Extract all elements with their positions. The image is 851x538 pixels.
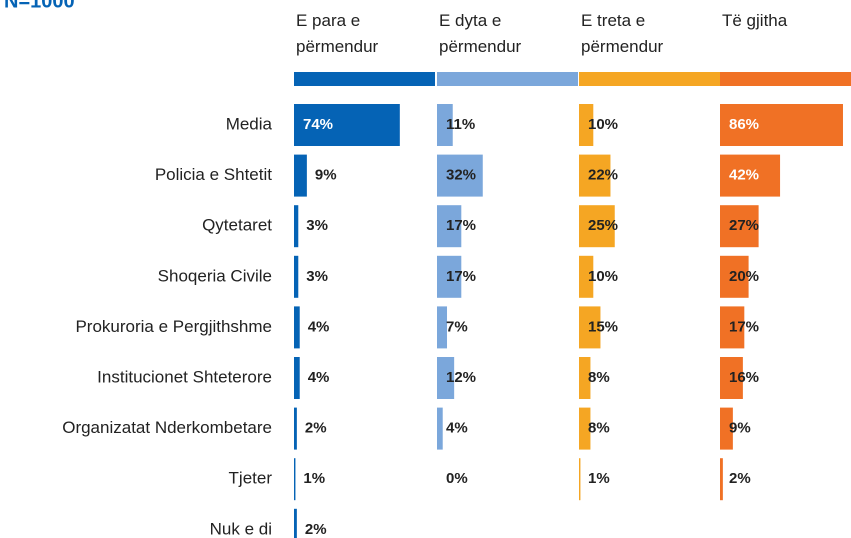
value-label: 2% xyxy=(305,420,327,437)
value-label: 10% xyxy=(588,268,618,285)
bar xyxy=(437,255,462,298)
value-label: 2% xyxy=(305,521,327,538)
bar xyxy=(579,104,594,146)
bar xyxy=(579,306,601,349)
category-label: Nuk e di xyxy=(210,519,272,538)
bar xyxy=(294,104,400,146)
value-label: 25% xyxy=(588,217,618,234)
bar xyxy=(579,458,581,501)
bar xyxy=(294,407,297,450)
bar xyxy=(294,458,296,501)
bar xyxy=(720,306,745,349)
value-label: 9% xyxy=(315,167,337,184)
bar xyxy=(579,154,611,197)
chart-title: N=1000 xyxy=(4,0,75,12)
value-label: 3% xyxy=(306,268,328,285)
value-label: 32% xyxy=(446,167,476,184)
value-label: 0% xyxy=(446,470,468,487)
bar xyxy=(294,154,307,197)
bar xyxy=(579,255,594,298)
value-label: 15% xyxy=(588,318,618,335)
value-label: 8% xyxy=(588,420,610,437)
bar xyxy=(720,154,781,197)
bar xyxy=(720,407,733,450)
value-label: 42% xyxy=(729,167,759,184)
category-label: Shoqeria Civile xyxy=(158,266,272,285)
value-label: 2% xyxy=(729,470,751,487)
category-label: Organizatat Nderkombetare xyxy=(62,418,272,437)
legend-swatch xyxy=(720,72,851,86)
value-label: 16% xyxy=(729,369,759,386)
value-label: 7% xyxy=(446,318,468,335)
bar xyxy=(294,205,299,248)
legend-label: E dyta e përmendur xyxy=(439,11,522,56)
bar xyxy=(437,306,448,349)
category-label: Policia e Shtetit xyxy=(155,165,272,184)
bar xyxy=(437,205,462,248)
bar xyxy=(294,357,300,399)
category-label: Prokuroria e Pergjithshme xyxy=(75,317,272,336)
category-label: Qytetaret xyxy=(202,216,272,235)
legend-label: E para e përmendur xyxy=(296,11,379,56)
value-label: 27% xyxy=(729,217,759,234)
bar xyxy=(294,306,300,349)
bar xyxy=(579,407,591,450)
value-label: 4% xyxy=(446,420,468,437)
bar xyxy=(720,255,749,298)
category-label: Media xyxy=(226,114,273,133)
category-label: Tjeter xyxy=(229,469,273,488)
bar xyxy=(437,104,453,146)
legend-swatch xyxy=(437,72,578,86)
value-label: 9% xyxy=(729,420,751,437)
value-label: 1% xyxy=(303,470,325,487)
value-label: 11% xyxy=(446,116,475,133)
value-label: 17% xyxy=(446,268,476,285)
value-label: 20% xyxy=(729,268,759,285)
value-label: 12% xyxy=(446,369,476,386)
bar xyxy=(294,255,299,298)
value-label: 17% xyxy=(446,217,476,234)
value-label: 4% xyxy=(308,318,330,335)
legend-swatch xyxy=(294,72,435,86)
legend-label: E treta e përmendur xyxy=(581,11,664,56)
legend-swatch xyxy=(579,72,720,86)
bar xyxy=(437,357,455,399)
value-label: 4% xyxy=(308,369,330,386)
value-label: 22% xyxy=(588,167,618,184)
bar xyxy=(579,357,591,399)
bar xyxy=(720,357,743,399)
bar xyxy=(720,458,723,501)
value-label: 86% xyxy=(729,116,759,133)
bar xyxy=(437,154,483,197)
value-label: 74% xyxy=(303,116,333,133)
bar xyxy=(294,508,297,538)
value-label: 17% xyxy=(729,318,759,335)
bar xyxy=(720,104,843,146)
value-label: 10% xyxy=(588,116,618,133)
bar xyxy=(579,205,615,248)
value-label: 3% xyxy=(306,217,328,234)
value-label: 1% xyxy=(588,470,610,487)
value-label: 8% xyxy=(588,369,610,386)
legend-label: Të gjitha xyxy=(722,11,788,30)
bar xyxy=(437,407,443,450)
category-label: Institucionet Shteterore xyxy=(97,367,272,386)
bar xyxy=(720,205,759,248)
